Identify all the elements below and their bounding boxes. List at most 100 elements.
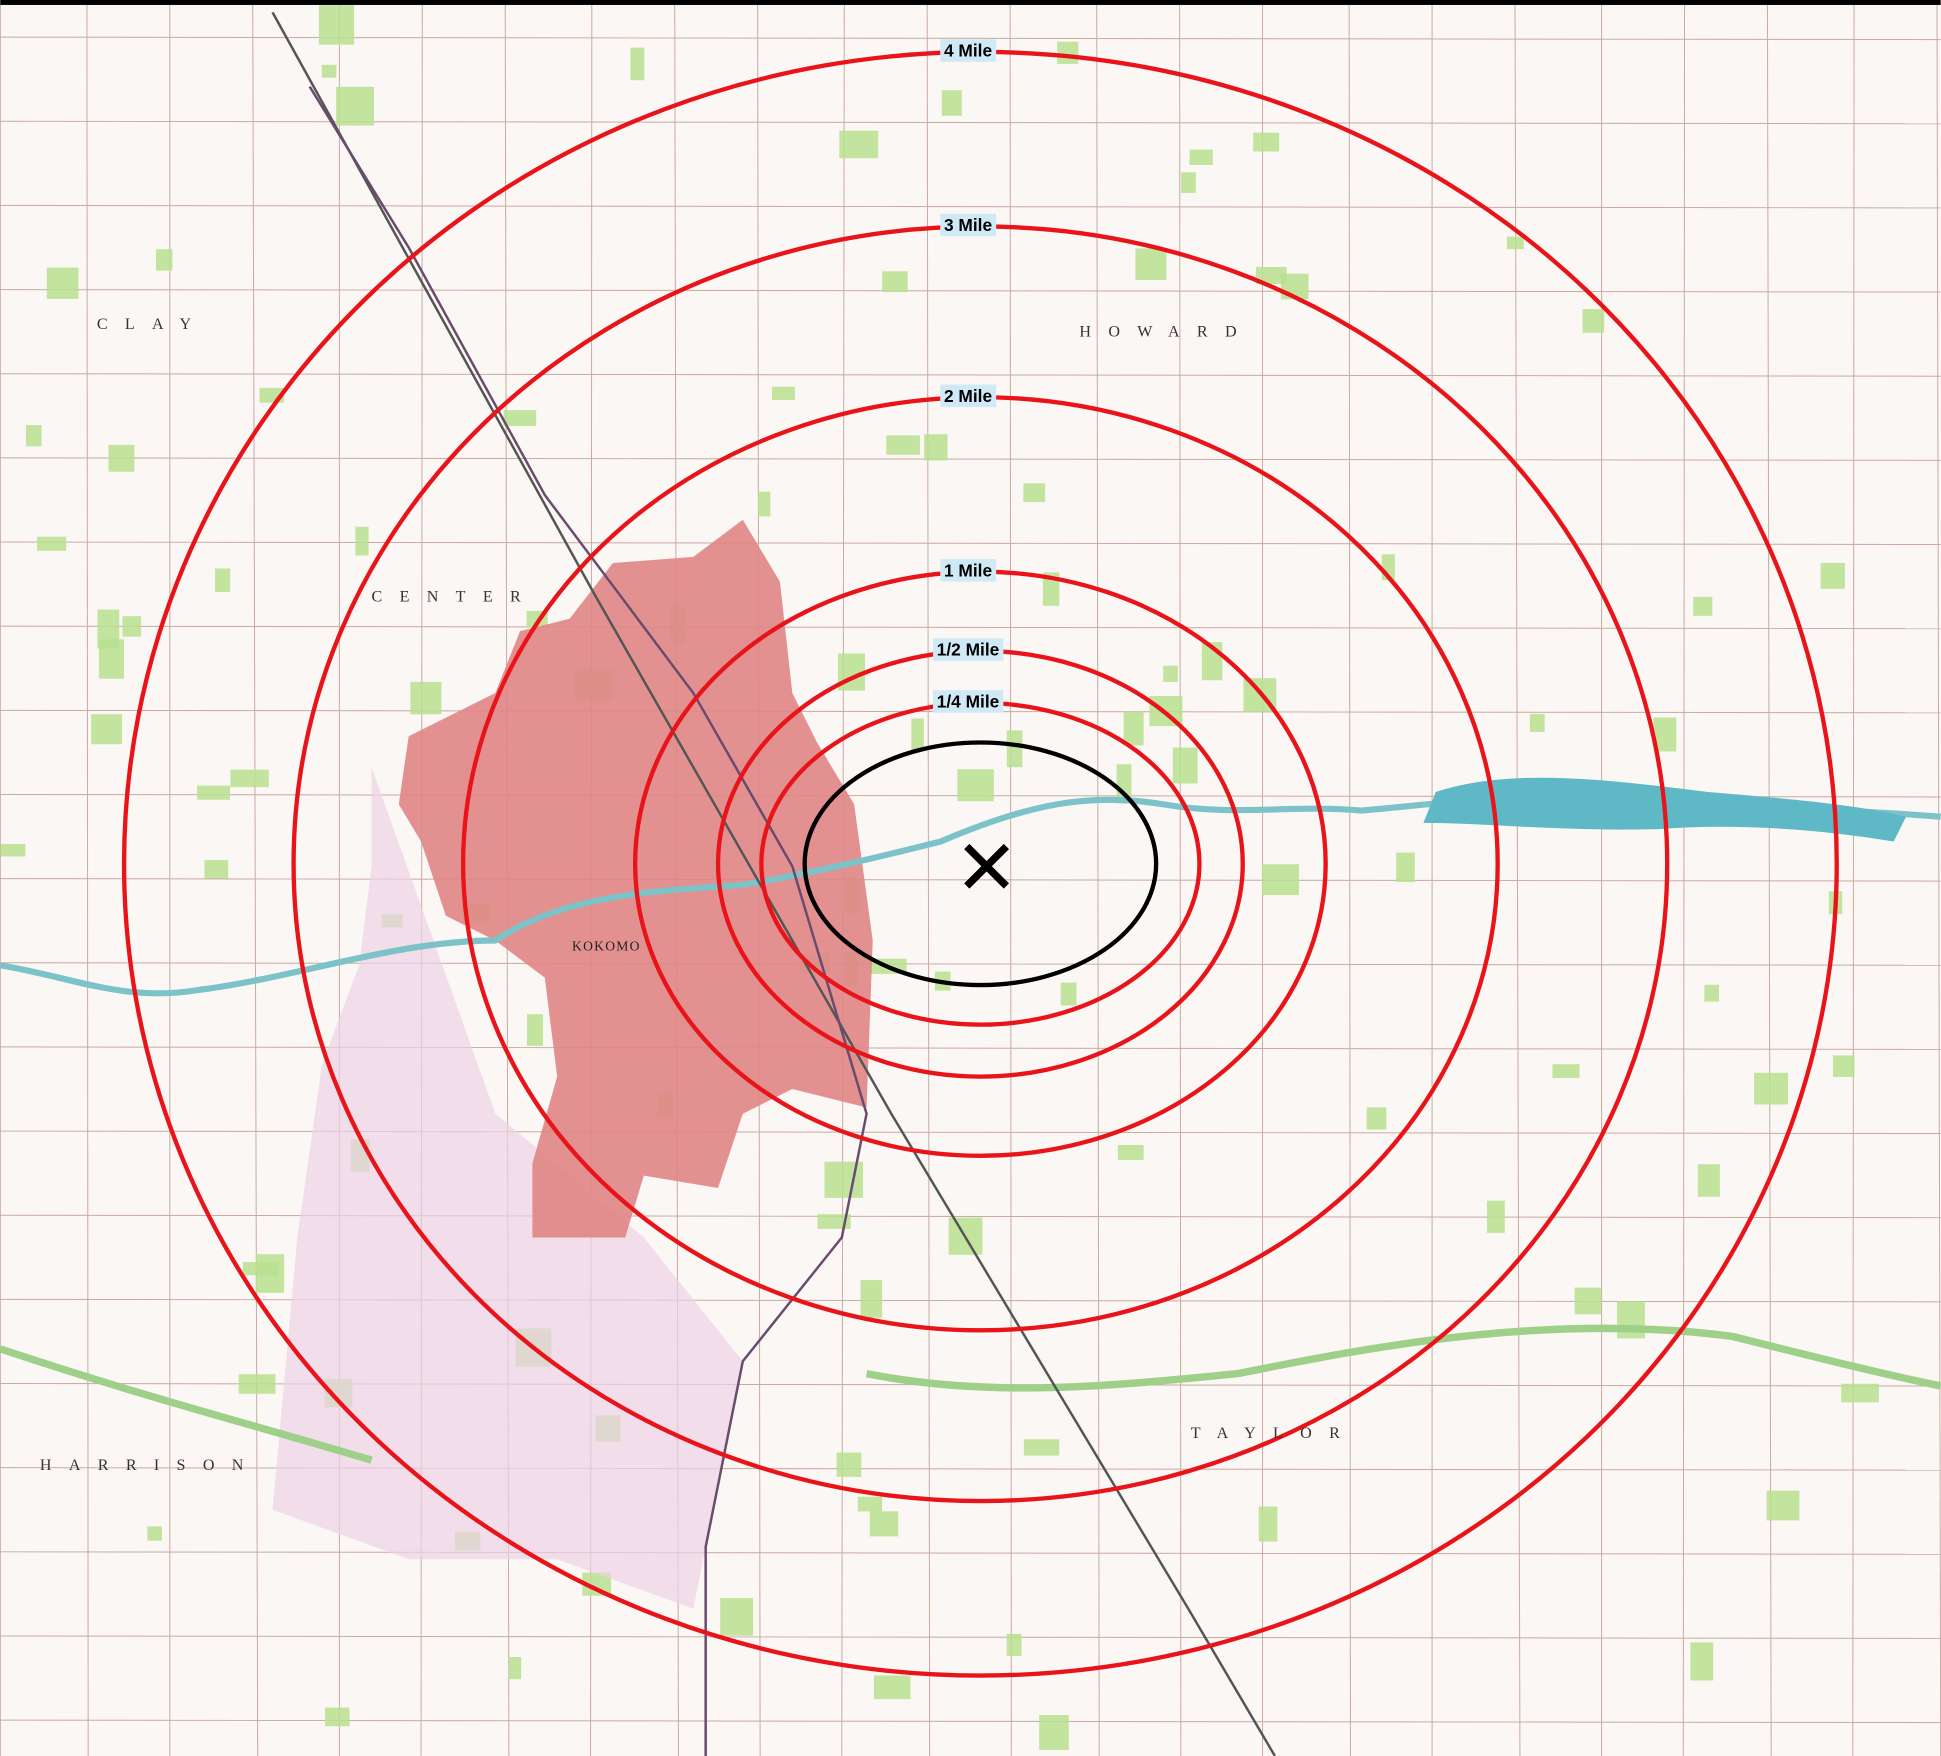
suburb-area: [272, 767, 743, 1609]
woodland-patch: [1023, 1439, 1060, 1456]
woodland-patch: [1060, 982, 1077, 1006]
distance-rings: 4 Mile 3 Mile 2 Mile 1 Mile 1/2 Mile 1/4 Mile: [121, 39, 1839, 1678]
section-line: [1852, 0, 1855, 1756]
ring-label-box: [933, 690, 1004, 713]
township-label: CLAY: [97, 316, 209, 333]
woodland-patch: [1057, 41, 1079, 64]
woodland-patch: [886, 435, 920, 455]
woodland-patch: [410, 681, 442, 715]
woodland-patch: [147, 1526, 162, 1541]
section-line: [0, 120, 1941, 125]
woodland-patch: [582, 1572, 612, 1596]
woodland-patch: [857, 1496, 883, 1512]
woodland-patch: [321, 64, 337, 78]
woodland-patch: [882, 271, 908, 293]
woodland-patch: [204, 860, 229, 879]
section-line: [0, 289, 1941, 293]
woodland-patch: [860, 1280, 883, 1318]
woodland-patch: [1117, 1145, 1144, 1160]
woodland-patch: [1039, 1715, 1069, 1751]
woodland-patch: [336, 86, 375, 126]
woodland-patch: [1820, 562, 1845, 589]
woodland-patch: [318, 5, 355, 45]
woodland-patch: [869, 1511, 899, 1537]
ring-label: 1/4 Mile: [937, 691, 1000, 711]
section-line: [1179, 0, 1182, 1756]
section-line: [1936, 0, 1941, 1756]
woodland-patch: [1754, 1072, 1788, 1105]
woodland-patch: [255, 1254, 285, 1293]
woodland-patch: [1574, 1287, 1602, 1315]
woodland-patch: [1552, 1064, 1580, 1079]
ring-label: 2 Mile: [944, 386, 992, 406]
woodland-patch: [156, 249, 173, 271]
woodland-patch: [1704, 984, 1719, 1002]
ring-label-box: [940, 213, 997, 237]
section-line: [0, 373, 1941, 377]
site-boundary: [802, 740, 1159, 988]
railroad: [271, 11, 1276, 1756]
top-border: [0, 0, 1941, 5]
section-line: [1682, 0, 1686, 1756]
woodland-patch: [230, 769, 269, 788]
woodland-patches: [0, 5, 1879, 1751]
section-line: [0, 1635, 1941, 1639]
woodland-patch: [836, 1452, 862, 1477]
woodland-patch: [1366, 1107, 1387, 1130]
woodland-patch: [526, 1014, 543, 1046]
woodland-patch: [122, 616, 142, 637]
site-marker: [964, 843, 1010, 889]
woodland-patch: [97, 609, 120, 649]
woodland-patch: [238, 1374, 276, 1394]
woodland-patch: [108, 444, 135, 472]
township-label: CENTER: [372, 588, 538, 605]
ring-label: 3 Mile: [944, 215, 992, 235]
woodland-patch: [1841, 1383, 1879, 1403]
ring-label: 1 Mile: [944, 560, 992, 580]
woodland-patch: [630, 47, 645, 81]
section-line: [1009, 0, 1012, 1756]
woodland-patch: [1006, 1633, 1022, 1656]
section-line: [0, 541, 1941, 545]
woodland-patch: [46, 267, 79, 299]
ring-label-box: [940, 39, 997, 62]
woodland-patch: [215, 568, 231, 593]
kokomo-creek: [0, 1324, 1941, 1464]
ring-label: 1/2 Mile: [937, 639, 1000, 659]
township-label: HARRISON: [40, 1457, 261, 1474]
woodland-patch: [1116, 764, 1132, 804]
woodland-patch: [1529, 713, 1545, 733]
woodland-patch: [771, 386, 795, 400]
woodland-patch: [1255, 267, 1287, 284]
woodland-patch: [873, 1675, 911, 1700]
woodland-patch: [957, 769, 994, 802]
woodland-patch: [1163, 665, 1178, 682]
woodland-patch: [1023, 483, 1046, 503]
woodland-patch: [91, 714, 123, 745]
woodland-patch: [1135, 248, 1167, 281]
section-line: [86, 0, 89, 1756]
woodland-patch: [197, 785, 231, 800]
section-line: [0, 204, 1941, 209]
woodland-patch: [0, 844, 26, 857]
woodland-patch: [1582, 309, 1605, 333]
woodland-patch: [924, 434, 948, 461]
woodland-patch: [839, 130, 879, 159]
woodland-patch: [758, 491, 771, 517]
woodland-patch: [1006, 730, 1023, 768]
woodland-patch: [1693, 596, 1713, 616]
township-label: TAYLOR: [1191, 1425, 1357, 1442]
woodland-patch: [1261, 864, 1299, 896]
woodland-patch: [1172, 747, 1198, 784]
woodland-patch: [355, 526, 369, 556]
woodland-patch: [25, 425, 42, 447]
woodland-patch: [911, 718, 924, 752]
woodland-patch: [503, 410, 537, 427]
section-line: [1514, 0, 1521, 1756]
woodland-patch: [1766, 1490, 1800, 1521]
section-line: [0, 1719, 1941, 1724]
section-line: [0, 1551, 1941, 1555]
section-line: [1766, 0, 1772, 1756]
